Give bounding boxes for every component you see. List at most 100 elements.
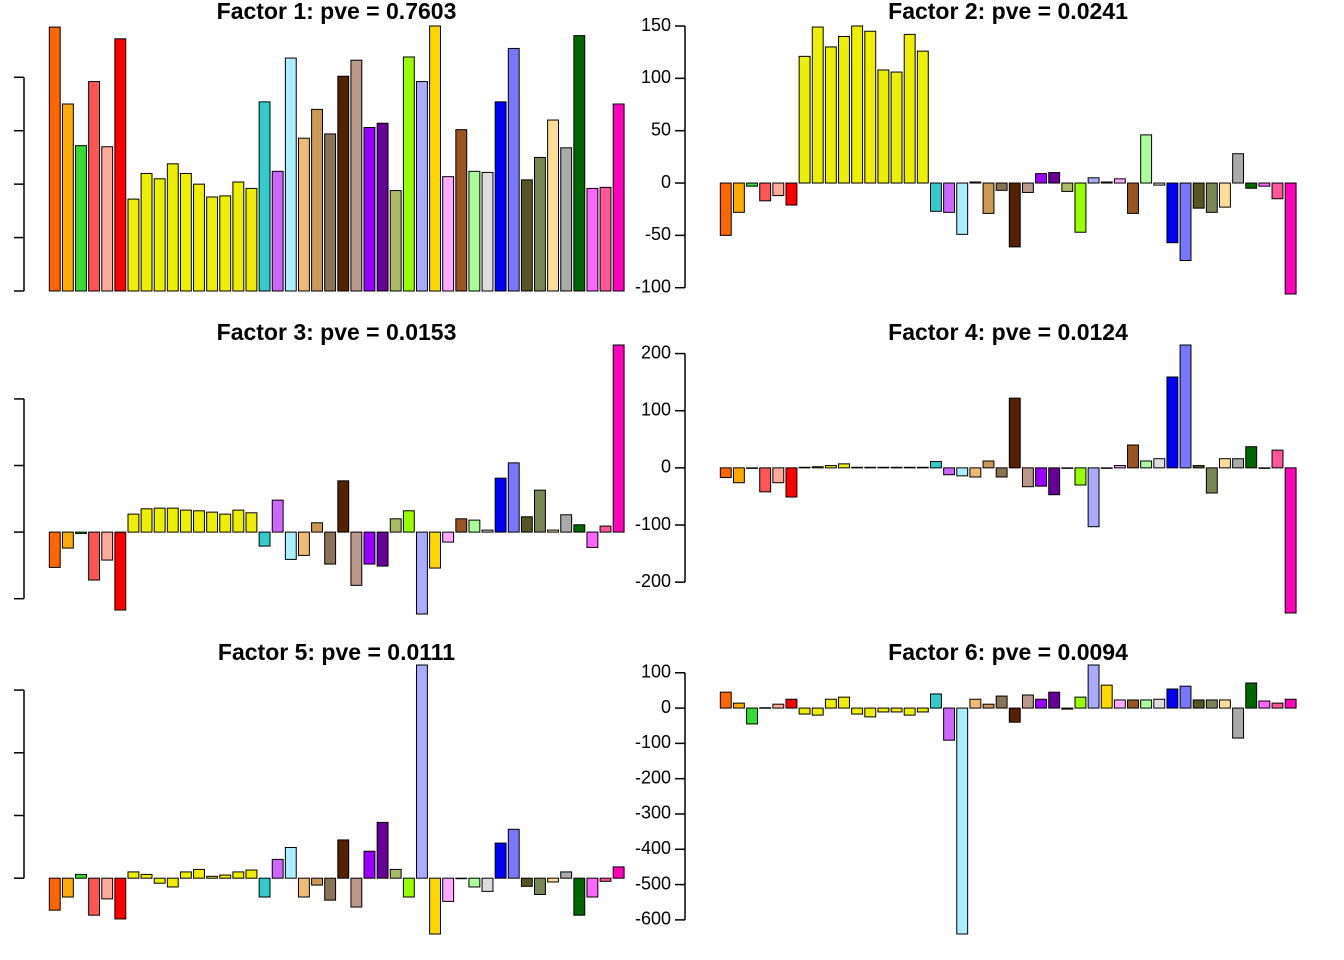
bar: [1048, 467, 1061, 496]
bar: [350, 59, 363, 292]
bar: [956, 467, 969, 477]
bar: [429, 25, 441, 292]
bar: [101, 531, 114, 561]
bar: [969, 181, 982, 184]
bar: [838, 696, 850, 709]
y-tick-label: -200: [635, 571, 671, 591]
bar: [415, 664, 428, 879]
chart-title: Factor 3: pve = 0.0153: [217, 319, 457, 345]
bar: [114, 38, 127, 292]
bar: [48, 877, 61, 911]
bar: [890, 466, 903, 469]
bar: [916, 707, 929, 713]
bar: [101, 146, 114, 292]
bar: [1048, 691, 1061, 709]
bar: [903, 33, 916, 184]
bar: [61, 877, 74, 898]
bar: [140, 172, 153, 292]
bar: [864, 30, 877, 184]
bar: [929, 461, 942, 469]
bar: [481, 877, 494, 892]
bar: [402, 56, 415, 292]
bar: [297, 531, 310, 556]
bar: [599, 525, 612, 533]
bar: [271, 858, 284, 879]
bar: [363, 850, 376, 879]
y-tick-label: -50: [645, 224, 671, 244]
bar: [258, 531, 271, 547]
bar: [1271, 702, 1284, 709]
bar: [88, 81, 101, 292]
bar: [324, 877, 337, 901]
bar: [193, 510, 205, 533]
bar: [746, 467, 758, 469]
bar: [442, 531, 455, 543]
bar: [179, 871, 192, 879]
bar: [1127, 182, 1139, 214]
bar: [732, 182, 745, 213]
bar: [520, 179, 533, 292]
bar: [245, 512, 258, 533]
bar: [258, 877, 271, 898]
chart-title: Factor 4: pve = 0.0124: [888, 319, 1128, 345]
bar: [1271, 182, 1284, 200]
bar: [193, 183, 205, 292]
bar: [1205, 182, 1218, 213]
bar: [943, 182, 956, 213]
bar: [1087, 467, 1100, 528]
bar: [877, 466, 890, 469]
bar: [481, 171, 494, 292]
bar: [890, 707, 903, 713]
bar: [429, 877, 441, 935]
bar: [1245, 182, 1258, 189]
bar: [337, 839, 350, 879]
bar: [232, 181, 245, 292]
bar: [785, 698, 798, 709]
bar: [258, 101, 271, 292]
y-tick-label: -100: [635, 276, 671, 296]
bar: [297, 137, 310, 292]
bar: [363, 531, 376, 565]
bar: [785, 182, 798, 206]
bar: [746, 182, 758, 187]
bar: [1021, 467, 1034, 488]
bar: [547, 119, 560, 292]
bar: [1153, 182, 1166, 186]
bar: [48, 26, 61, 292]
bar: [1074, 696, 1087, 709]
bar: [982, 460, 995, 469]
bar: [402, 510, 415, 533]
bar: [798, 707, 811, 715]
bar: [759, 707, 772, 709]
bar: [534, 489, 546, 533]
bar: [1218, 458, 1231, 469]
bar: [284, 846, 297, 879]
y-tick-label: -200: [635, 767, 671, 787]
bar: [1008, 182, 1021, 248]
bar: [943, 467, 956, 476]
bar: [166, 507, 179, 533]
bar: [929, 182, 942, 212]
bar: [1140, 699, 1153, 709]
bar: [995, 467, 1008, 478]
bar: [376, 531, 389, 567]
bar: [732, 467, 745, 484]
y-tick-label: 0: [661, 457, 671, 477]
bar: [811, 466, 824, 469]
bar: [297, 877, 310, 898]
bar: [573, 524, 586, 533]
bar: [1258, 467, 1271, 469]
bar: [389, 190, 402, 292]
y-tick-label: 0: [661, 697, 671, 717]
bar: [759, 182, 772, 202]
y-tick-label: -300: [635, 803, 671, 823]
bar: [864, 707, 877, 718]
bar: [573, 877, 586, 916]
bar: [219, 513, 232, 533]
bar: [560, 147, 573, 292]
y-tick-label: 100: [641, 67, 671, 87]
bar: [612, 103, 625, 292]
bar: [507, 47, 520, 292]
bar: [798, 466, 811, 469]
bar: [877, 707, 890, 713]
